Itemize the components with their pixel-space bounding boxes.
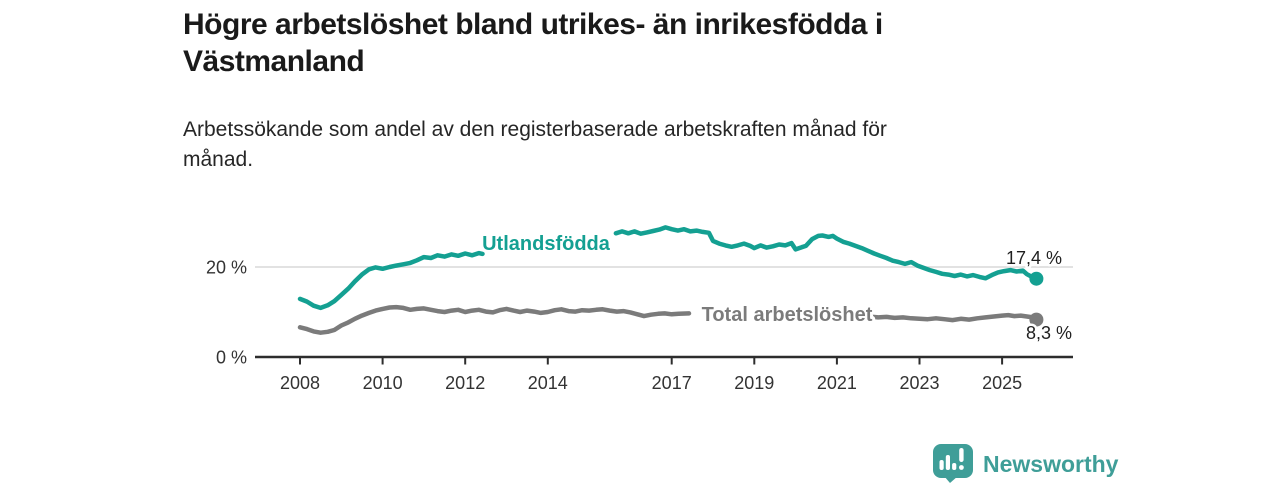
x-axis-tick-label: 2019	[734, 373, 774, 393]
total-arbetsloshet-line-segment	[297, 304, 692, 335]
newsworthy-brand: Newsworthy	[930, 441, 1130, 483]
end-value-label-utlandsfodda: 17,4 %	[1006, 248, 1062, 268]
utlandsfodda-line-segment	[297, 250, 485, 311]
series-label-total-arbetsloshet: Total arbetslöshet	[702, 304, 873, 326]
x-axis-tick-label: 2023	[899, 373, 939, 393]
x-axis-tick-label: 2017	[652, 373, 692, 393]
x-axis-tick-label: 2008	[280, 373, 320, 393]
series-label-utlandsfodda: Utlandsfödda	[482, 233, 611, 255]
y-axis-tick-label: 20 %	[206, 258, 247, 278]
chart-subtitle: Arbetssökande som andel av den registerb…	[183, 115, 1083, 175]
end-value-label-total-arbetsloshet: 8,3 %	[1026, 323, 1072, 343]
y-axis-tick-label: 0 %	[216, 348, 247, 368]
bar-chart-speech-bubble-icon	[933, 444, 973, 483]
chart-title-line2: Västmanland	[183, 45, 365, 78]
chart-subtitle-line1: Arbetssökande som andel av den registerb…	[183, 118, 887, 141]
newsworthy-logo: Newsworthy	[933, 444, 1119, 483]
x-axis-tick-label: 2010	[363, 373, 403, 393]
utlandsfodda-endpoint-dot	[1029, 271, 1044, 286]
chart-plot-area: 2008 2010 2012 2014 2017 2019 2021 2023 2025 0 % 2…	[206, 225, 1044, 393]
total-arbetsloshet-line-segment	[870, 312, 1039, 323]
chart-title-line1: Högre arbetslöshet bland utrikes- än inr…	[183, 8, 883, 41]
chart-title: Högre arbetslöshet bland utrikes- än inr…	[183, 6, 1083, 80]
x-axis-tick-label: 2025	[982, 373, 1022, 393]
total-arbetsloshet-endpoint-dot	[1029, 312, 1044, 327]
utlandsfodda-line-segment	[613, 225, 1039, 281]
newsworthy-wordmark: Newsworthy	[983, 451, 1119, 477]
x-axis-tick-label: 2021	[817, 373, 857, 393]
x-axis-tick-label: 2014	[528, 373, 568, 393]
x-axis-tick-label: 2012	[445, 373, 485, 393]
chart-subtitle-line2: månad.	[183, 148, 254, 171]
